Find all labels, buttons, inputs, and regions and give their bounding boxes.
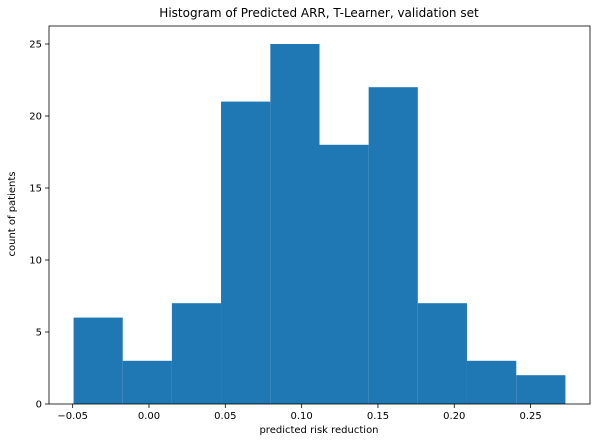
axes-layer: −0.05 0.00 0.05 0.10 0.15 0.20 0.25 0 5 10 15 20 25 — [29, 25, 591, 422]
y-tick-label: 10 — [29, 256, 42, 267]
histogram-bar — [171, 303, 222, 404]
chart-title: Histogram of Predicted ARR, T-Learner, v… — [159, 6, 479, 20]
histogram-bar — [516, 375, 566, 404]
histogram-bar — [122, 360, 172, 404]
bars-layer — [73, 44, 566, 405]
y-tick-label: 5 — [36, 328, 42, 339]
histogram-bar — [270, 44, 320, 404]
x-tick-label: 0.00 — [138, 411, 160, 422]
histogram-bar — [417, 303, 467, 404]
y-tick-label: 15 — [29, 184, 42, 195]
y-tick-label: 20 — [29, 112, 42, 123]
y-tick-label: 25 — [29, 40, 42, 51]
x-tick-label: −0.05 — [57, 411, 88, 422]
histogram-bar — [73, 317, 123, 404]
histogram-bar — [368, 87, 418, 404]
x-tick-label: 0.20 — [443, 411, 465, 422]
histogram-bar — [466, 360, 517, 404]
x-tick-label: 0.15 — [367, 411, 389, 422]
y-tick-label: 0 — [36, 400, 42, 411]
histogram-bar — [319, 144, 369, 405]
y-axis-title: count of patients — [7, 171, 18, 256]
x-tick-label: 0.10 — [291, 411, 313, 422]
x-tick-label: 0.25 — [519, 411, 541, 422]
histogram-bar — [221, 101, 271, 404]
plot-frame — [48, 25, 591, 405]
x-tick-label: 0.05 — [214, 411, 236, 422]
x-axis-title: predicted risk reduction — [259, 425, 378, 436]
